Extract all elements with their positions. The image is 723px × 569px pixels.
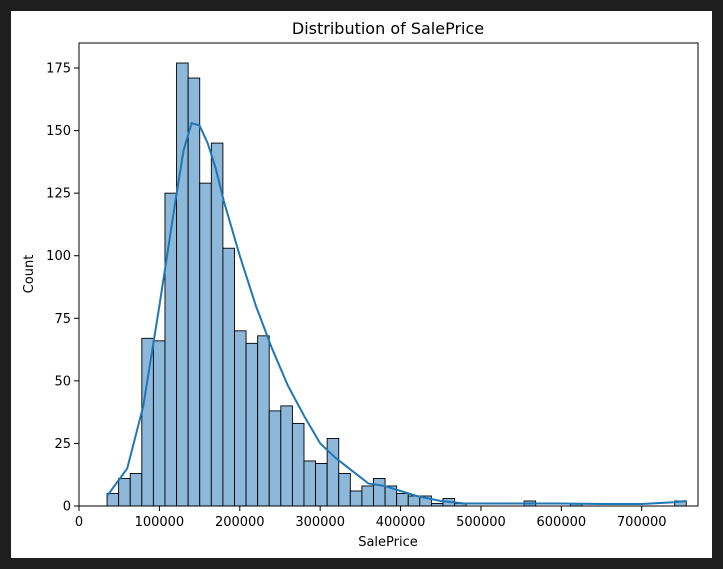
x-tick-label: 400000 [376, 515, 426, 530]
histogram-bars [106, 62, 687, 507]
y-tick-label: 25 [54, 437, 71, 452]
y-tick-label: 175 [46, 62, 71, 77]
chart-title: Distribution of SalePrice [292, 19, 484, 38]
histogram-bar [326, 437, 340, 507]
kde-curve [106, 121, 687, 505]
histogram-bar [176, 62, 189, 507]
y-tick-label: 150 [46, 124, 71, 139]
y-tick-label: 125 [46, 187, 71, 202]
histogram-bar [152, 340, 166, 507]
histogram-bar [280, 405, 293, 507]
histogram-bar [396, 493, 409, 507]
histogram-chart: Distribution of SalePrice 0 100000 200000 3… [22, 19, 699, 550]
x-tick-label: 100000 [135, 515, 185, 530]
histogram-bar [349, 490, 363, 507]
x-tick-label: 700000 [617, 515, 667, 530]
histogram-bar [129, 473, 143, 507]
y-tick-label: 0 [63, 500, 71, 515]
histogram-bar [164, 192, 178, 507]
histogram-bar [234, 330, 247, 507]
x-tick-label: 0 [75, 515, 83, 530]
histogram-bar [407, 495, 421, 507]
histogram-bar [106, 493, 120, 507]
histogram-bar [257, 335, 270, 507]
histogram-bar [199, 182, 212, 507]
y-tick-label: 100 [46, 249, 71, 264]
histogram-bar [187, 77, 201, 507]
histogram-bar [118, 478, 131, 507]
histogram-bar [141, 337, 154, 507]
x-axis-title: SalePrice [358, 535, 418, 550]
x-axis-ticks: 0 100000 200000 300000 400000 500000 600000 700… [75, 506, 667, 530]
histogram-bar [373, 478, 386, 507]
x-tick-label: 500000 [456, 515, 506, 530]
plot-frame [78, 42, 699, 507]
histogram-bar [245, 342, 259, 507]
y-axis-ticks: 0 25 50 75 100 125 150 175 [46, 62, 79, 515]
chart-figure: Distribution of SalePrice 0 100000 200000 3… [11, 11, 712, 558]
histogram-bar [268, 410, 282, 507]
histogram-bar [361, 485, 374, 507]
histogram-bar [291, 422, 305, 507]
x-tick-label: 300000 [295, 515, 345, 530]
y-axis-title: Count [22, 255, 37, 294]
y-tick-label: 75 [54, 312, 71, 327]
histogram-bar [222, 247, 235, 507]
histogram-bar [315, 463, 328, 507]
y-tick-label: 50 [54, 374, 71, 389]
x-tick-label: 200000 [215, 515, 265, 530]
x-tick-label: 600000 [537, 515, 587, 530]
histogram-bar [210, 142, 224, 507]
histogram-bar [338, 473, 351, 507]
histogram-bar [303, 460, 317, 507]
